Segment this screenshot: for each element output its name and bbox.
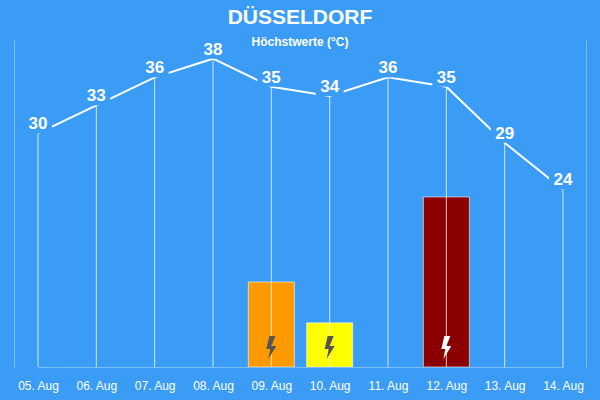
label-background xyxy=(82,85,110,105)
data-label: 34 xyxy=(320,77,339,96)
x-tick: 07. Aug xyxy=(135,367,176,393)
x-tick-label: 13. Aug xyxy=(485,379,526,393)
x-tick: 10. Aug xyxy=(310,367,351,393)
x-tick: 05. Aug xyxy=(18,367,59,393)
drop-line xyxy=(271,87,272,367)
x-tick-label: 12. Aug xyxy=(426,379,467,393)
subtitle: Höchstwerte (°C) xyxy=(252,35,349,49)
y2-axis xyxy=(586,41,587,368)
data-label: 29 xyxy=(495,124,514,143)
x-tick-label: 09. Aug xyxy=(251,379,292,393)
x-tick-label: 14. Aug xyxy=(543,379,584,393)
drop-line xyxy=(446,87,447,367)
background xyxy=(0,0,600,400)
label-background xyxy=(24,113,52,133)
drop-line xyxy=(38,133,39,367)
data-label: 30 xyxy=(29,114,48,133)
x-axis: 05. Aug 06. Aug 07. Aug 08. Aug 09. Aug 10. A… xyxy=(18,367,584,393)
drop-line xyxy=(563,189,564,367)
plot-area xyxy=(38,59,563,367)
data-label: 33 xyxy=(87,86,106,105)
data-label: 35 xyxy=(437,68,456,87)
data-label: 36 xyxy=(145,58,164,77)
thunder-icon xyxy=(266,336,276,359)
thunder-icon xyxy=(325,336,335,359)
drop-line xyxy=(504,143,505,367)
thunder-icon xyxy=(441,336,451,359)
data-labels: 30 33 36 38 35 34 36 35 29 24 xyxy=(24,39,577,190)
label-background xyxy=(432,67,460,87)
title: DÜSSELDORF xyxy=(228,5,373,28)
x-tick-label: 06. Aug xyxy=(76,379,117,393)
drop-line xyxy=(96,105,97,367)
x-tick-label: 07. Aug xyxy=(135,379,176,393)
label-background xyxy=(316,76,344,96)
y-axis xyxy=(14,41,15,368)
x-tick: 08. Aug xyxy=(193,367,234,393)
x-tick: 09. Aug xyxy=(251,367,292,393)
data-label: 38 xyxy=(204,40,223,59)
drop-line xyxy=(329,96,330,367)
x-tick-label: 10. Aug xyxy=(310,379,351,393)
label-background xyxy=(374,57,402,77)
label-background xyxy=(491,123,519,143)
label-background xyxy=(257,67,285,87)
x-tick: 12. Aug xyxy=(426,367,467,393)
label-background xyxy=(199,39,227,59)
x-tick-label: 08. Aug xyxy=(193,379,234,393)
drop-line xyxy=(388,77,389,367)
data-label: 24 xyxy=(554,170,573,189)
x-tick-label: 05. Aug xyxy=(18,379,59,393)
drop-line xyxy=(213,59,214,367)
y-axis-line xyxy=(14,41,15,368)
data-label: 35 xyxy=(262,68,281,87)
x-tick-label: 11. Aug xyxy=(369,379,409,393)
label-background xyxy=(141,57,169,77)
x-tick: 13. Aug xyxy=(485,367,526,393)
y2-axis-line xyxy=(586,41,587,368)
x-tick: 14. Aug xyxy=(543,367,584,393)
x-tick: 11. Aug xyxy=(369,367,409,393)
chart: DÜSSELDORF Höchstwerte (°C) 05. Aug 06. Aug… xyxy=(0,0,600,400)
icons xyxy=(266,336,451,359)
drop-line xyxy=(154,77,155,367)
label-background xyxy=(549,169,577,189)
data-label: 36 xyxy=(379,58,398,77)
x-tick: 06. Aug xyxy=(76,367,117,393)
x-axis-line xyxy=(39,367,564,368)
temperature-line xyxy=(38,59,563,190)
